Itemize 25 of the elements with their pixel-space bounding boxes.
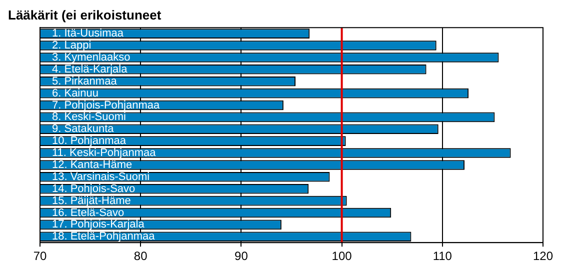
y-tick-label: 14. Pohjois-Savo xyxy=(52,182,136,195)
y-tick-label: 12. Kanta-Häme xyxy=(52,158,132,171)
y-tick-label: 5. Pirkanmaa xyxy=(52,75,118,88)
y-tick-label: 7. Pohjois-Pohjanmaa xyxy=(52,99,161,112)
x-tick-label: 70 xyxy=(33,249,47,264)
x-tick-label: 100 xyxy=(332,249,352,264)
y-tick-label: 11. Keski-Pohjanmaa xyxy=(52,147,157,160)
x-tick-label: 120 xyxy=(532,249,554,264)
y-tick-label: 2. Lappi xyxy=(52,40,92,52)
x-tick-label: 90 xyxy=(234,249,248,264)
y-tick-label: 13. Varsinais-Suomi xyxy=(52,170,150,183)
y-tick-label: 1. Itä-Uusimaa xyxy=(52,28,124,40)
y-tick-label: 4. Etelä-Karjala xyxy=(52,63,128,76)
x-tick-label: 80 xyxy=(134,249,148,264)
y-tick-label: 8. Keski-Suomi xyxy=(52,111,126,124)
y-tick-label: 3. Kymenlaakso xyxy=(52,51,130,64)
y-tick-label: 10. Pohjanmaa xyxy=(52,135,127,148)
y-tick-label: 18. Etelä-Pohjanmaa xyxy=(52,230,156,243)
y-tick-label: 9. Satakunta xyxy=(52,123,115,136)
x-tick-label: 110 xyxy=(432,249,452,264)
chart-title: Lääkärit (ei erikoistuneet xyxy=(8,7,162,22)
y-tick-label: 15. Päijät-Häme xyxy=(52,194,131,207)
y-tick-label: 6. Kainuu xyxy=(52,87,98,100)
y-tick-label: 16. Etelä-Savo xyxy=(52,206,124,219)
y-tick-label: 17. Pohjois-Karjala xyxy=(52,218,146,231)
